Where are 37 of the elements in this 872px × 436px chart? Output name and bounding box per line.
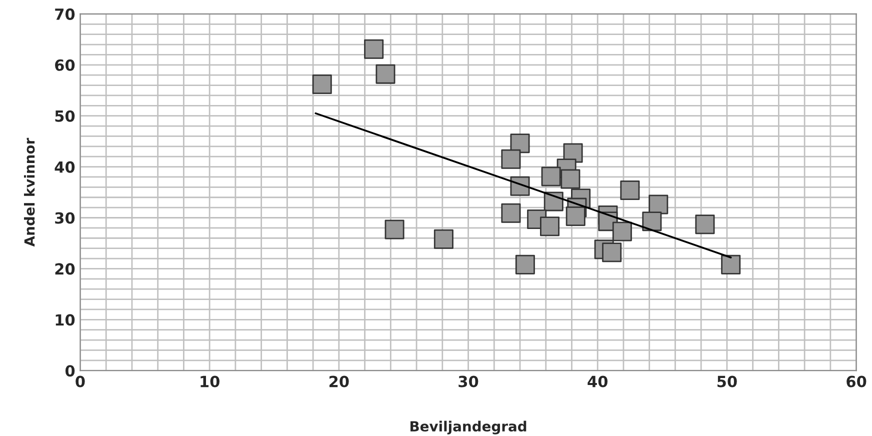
x-tick-label: 40 [588, 376, 608, 388]
point [620, 180, 640, 200]
point [515, 254, 535, 274]
point [560, 169, 580, 189]
x-tick-label: 60 [846, 376, 866, 388]
y-tick-label: 20 [55, 263, 75, 275]
point [695, 214, 715, 234]
point [566, 206, 586, 226]
point [384, 220, 404, 240]
y-tick-label: 60 [55, 59, 75, 71]
y-tick-label: 10 [56, 314, 75, 326]
point [501, 149, 521, 169]
point [648, 194, 668, 214]
y-tick-label: 70 [55, 8, 75, 20]
point [510, 134, 530, 154]
x-tick-label: 20 [329, 376, 349, 388]
point [612, 222, 632, 242]
point [642, 212, 662, 232]
point [540, 216, 560, 236]
point [721, 254, 741, 274]
x-tick-label: 30 [458, 376, 478, 388]
point [434, 229, 454, 249]
point [376, 64, 396, 84]
point [312, 74, 332, 94]
point [541, 166, 561, 186]
x-tick-label: 0 [76, 376, 85, 388]
point [364, 39, 384, 59]
point [501, 203, 521, 223]
x-tick-label: 10 [200, 376, 220, 388]
x-tick-label: 50 [718, 376, 737, 388]
y-tick-label: 30 [55, 212, 75, 224]
y-tick-label: 0 [65, 365, 75, 377]
y-tick-label: 50 [55, 110, 75, 122]
x-axis-title: Beviljandegrad [410, 420, 526, 434]
y-tick-label: 40 [54, 161, 75, 173]
y-axis-title: Andel kvinnor [24, 138, 35, 247]
point [602, 242, 622, 262]
